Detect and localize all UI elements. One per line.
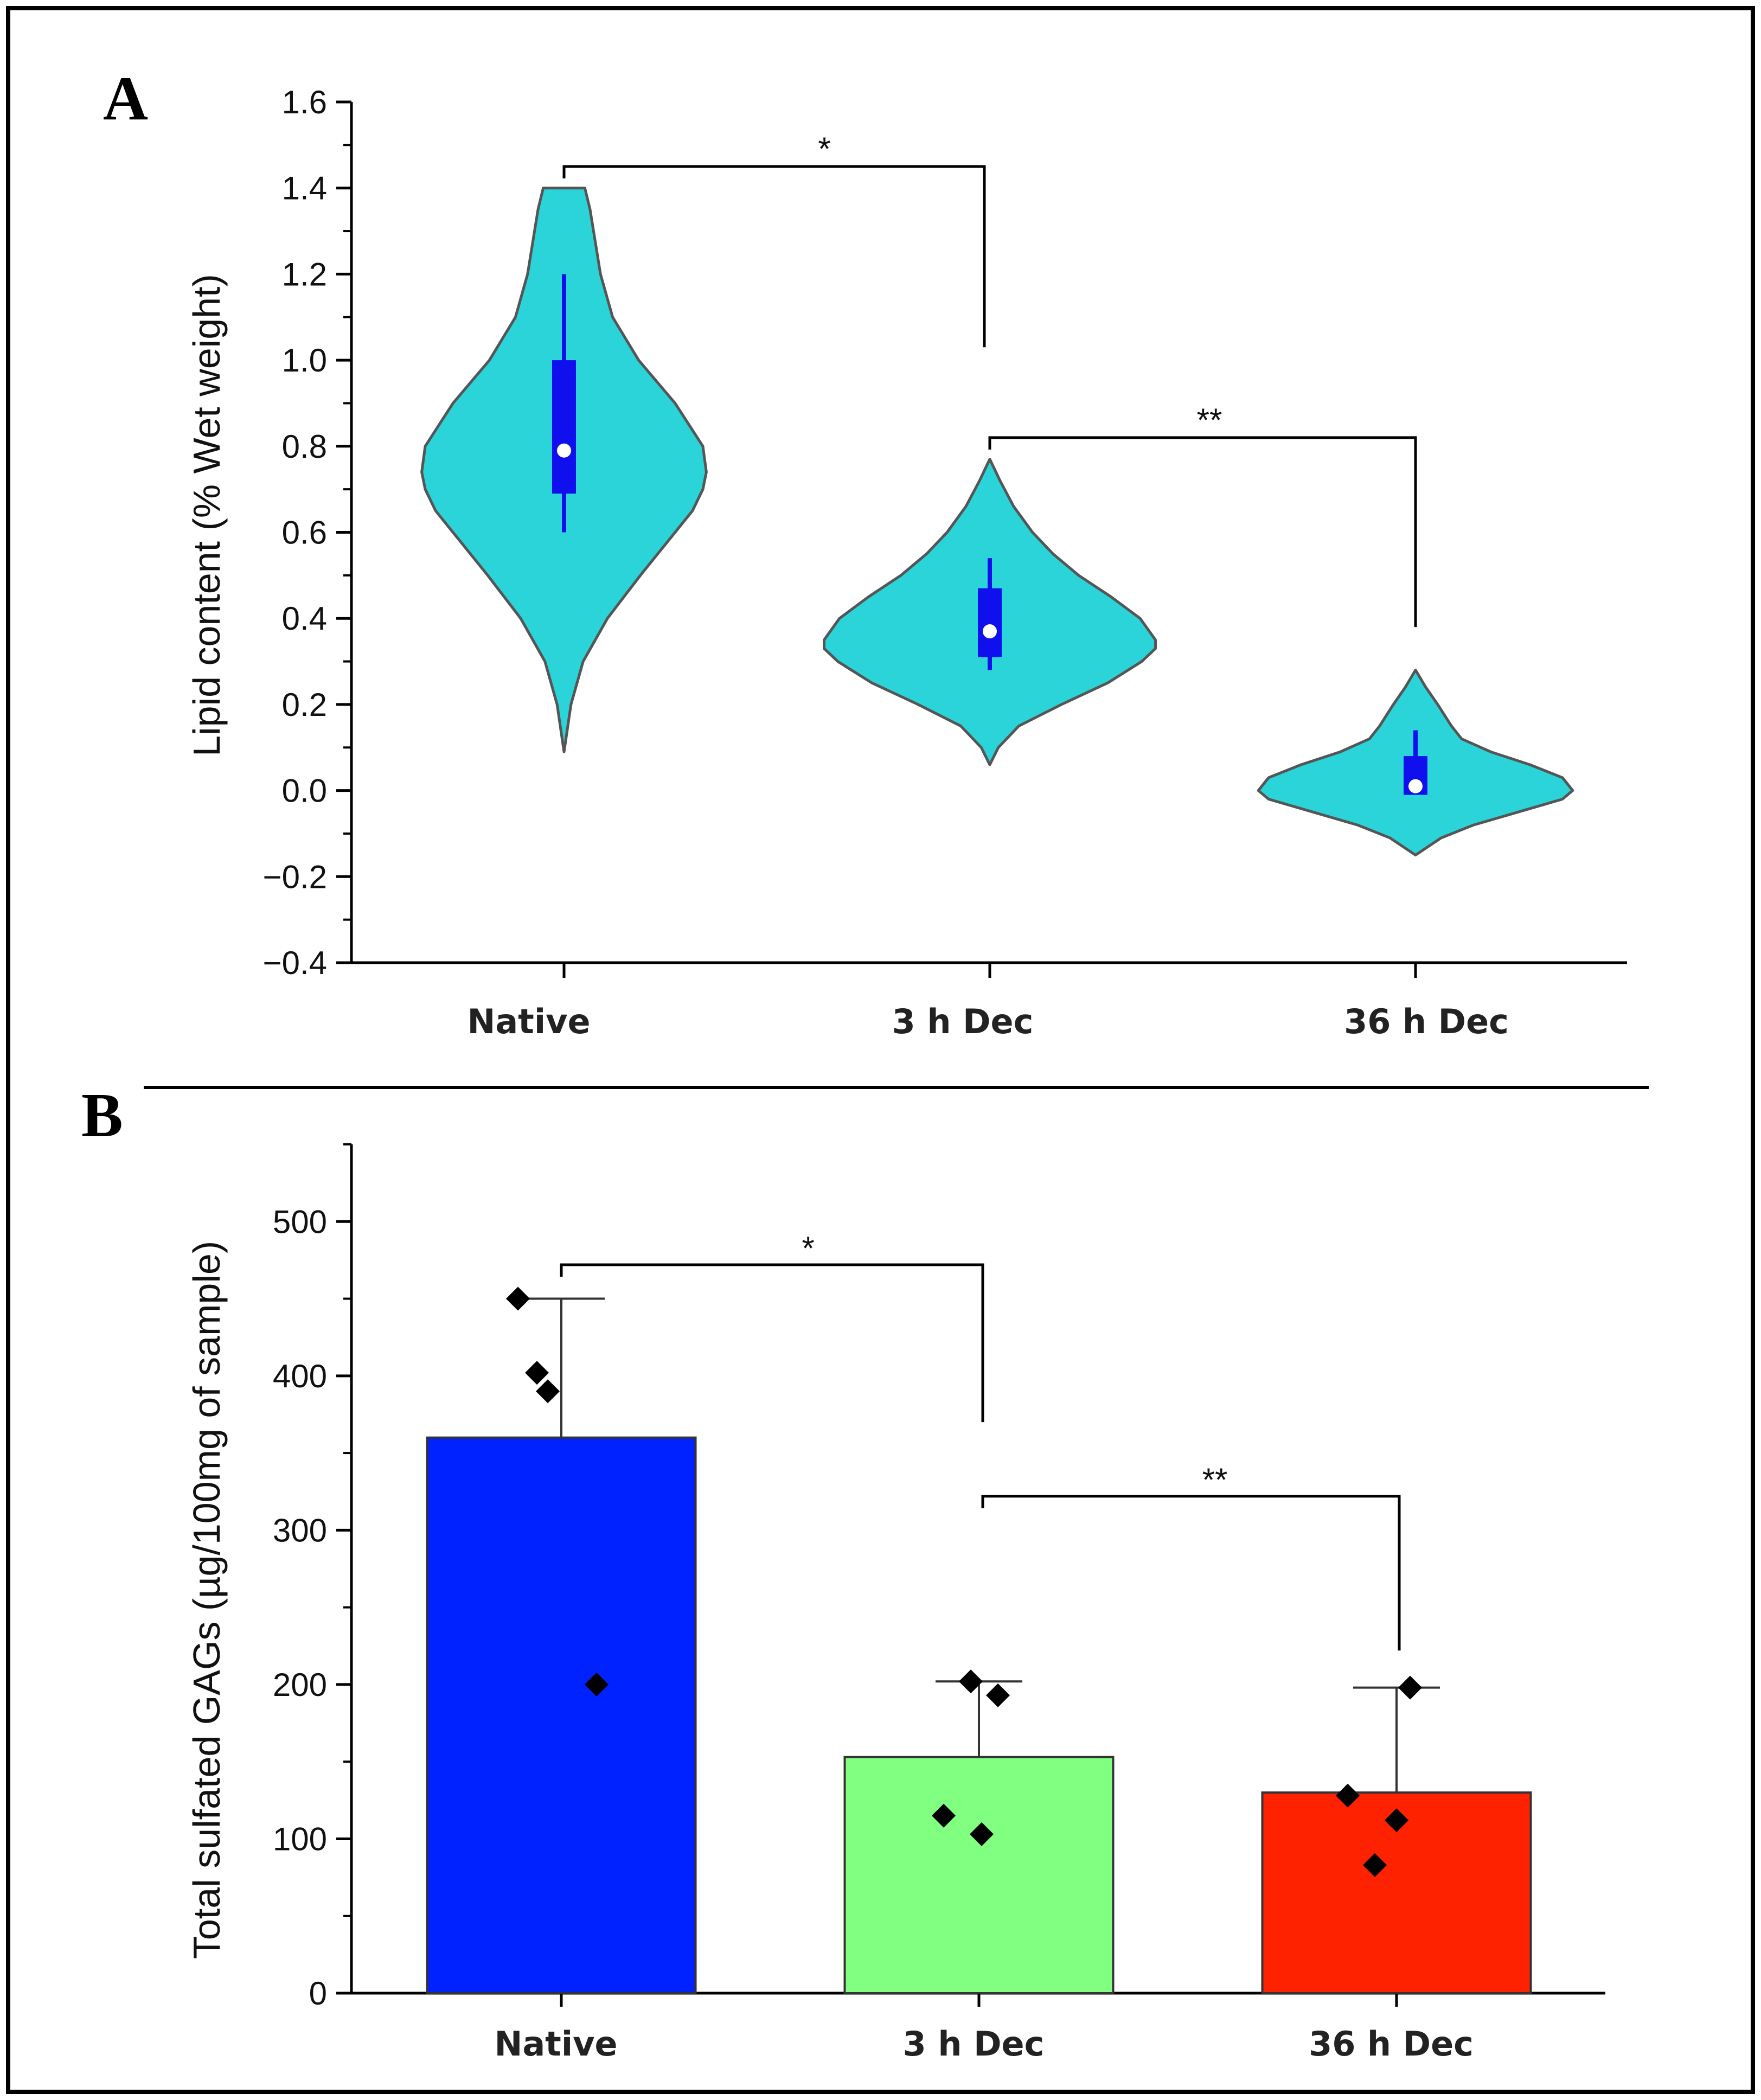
panel-a-y-tick-label: 1.4	[282, 170, 327, 207]
panel-a-category-label: 36 h Dec	[1344, 1002, 1509, 1041]
panel-b-significance: ***	[560, 1230, 1401, 1651]
panel-b-category-labels: Native 3 h Dec 36 h Dec	[494, 2024, 1473, 2064]
panel-b-y-tick-label: 400	[273, 1358, 327, 1394]
panel-b-significance-label: *	[802, 1230, 814, 1266]
panel-a-significance-bracket	[988, 436, 1417, 628]
data-point-0	[506, 1286, 530, 1311]
panel-a-y-axis-title: Lipid content (% Wet weight)	[185, 274, 228, 757]
violin-box-0	[552, 360, 576, 494]
panel-b-y-tick-label: 300	[273, 1512, 327, 1548]
panel-a-y-tick-label: 1.0	[282, 342, 327, 379]
panel-a-y-tick-label: −0.2	[263, 859, 327, 895]
data-point-1	[986, 1683, 1010, 1707]
panel-b-category-label: 3 h Dec	[903, 2024, 1045, 2064]
panel-b-category-label: Native	[494, 2024, 617, 2064]
panel-a-y-tick-label: 0.0	[282, 773, 327, 809]
panel-a-y-tick-label: 1.2	[282, 256, 327, 292]
bar-0	[426, 1436, 697, 1995]
data-point-1	[932, 1803, 956, 1828]
data-point-2	[1336, 1783, 1360, 1808]
data-point-1	[959, 1669, 983, 1694]
bar-1	[843, 1756, 1115, 1995]
panel-a-category-label: 3 h Dec	[892, 1002, 1034, 1041]
panel-a: A Lipid content (% Wet weight) −0.4 −0.2 0…	[103, 64, 1627, 1041]
data-point-2	[1385, 1808, 1408, 1833]
panel-a-y-tick-label: 0.6	[282, 515, 327, 551]
data-point-2	[1363, 1853, 1387, 1877]
panel-b-significance-bracket	[560, 1263, 984, 1423]
panel-b-y-tick-label: 0	[309, 1975, 327, 2012]
data-point-0	[525, 1361, 549, 1385]
panel-b: B Total sulfated GAGs (µg/100mg of sampl…	[81, 1081, 1605, 2064]
panel-a-category-label: Native	[467, 1002, 590, 1041]
data-point-0	[585, 1672, 609, 1696]
panel-a-y-tick-label: 0.4	[282, 600, 327, 637]
panel-a-significance-label: *	[818, 131, 830, 167]
panel-a-significance: ***	[562, 131, 1417, 628]
panel-b-y-axis-title: Total sulfated GAGs (µg/100mg of sample)	[185, 1241, 228, 1959]
data-point-2	[1398, 1675, 1422, 1700]
panel-b-y-tick-label: 200	[273, 1667, 327, 1703]
panel-a-category-labels: Native 3 h Dec 36 h Dec	[467, 1002, 1508, 1041]
panel-b-significance-bracket	[981, 1495, 1401, 1651]
panel-a-y-tick-label: 1.6	[282, 84, 327, 120]
panel-a-letter: A	[103, 64, 148, 133]
panel-b-bars	[426, 1286, 1532, 1995]
data-point-1	[970, 1822, 994, 1846]
panel-a-y-tick-label: −0.4	[263, 945, 327, 981]
violin-median-2	[1408, 779, 1423, 793]
panel-b-category-label: 36 h Dec	[1309, 2024, 1474, 2064]
violin-median-0	[557, 443, 571, 458]
panel-b-letter: B	[81, 1081, 123, 1150]
panel-b-y-tick-label: 500	[273, 1203, 327, 1240]
panel-a-y-tick-label: 0.2	[282, 687, 327, 723]
violin-box-1	[978, 588, 1002, 657]
panel-b-y-tick-label: 100	[273, 1821, 327, 1857]
violin-median-1	[983, 624, 997, 639]
figure-frame	[6, 6, 1755, 2094]
panel-a-significance-label: **	[1197, 402, 1222, 438]
panel-b-significance-label: **	[1202, 1462, 1228, 1498]
panel-a-significance-bracket	[562, 165, 986, 348]
panel-a-axes: −0.4 −0.2 0.0 0.2 0.4 0.6 0.8 1.0 1.2 1.4 1.6	[263, 84, 1627, 981]
panel-a-violins	[420, 187, 1574, 857]
panel-a-y-tick-label: 0.8	[282, 428, 327, 465]
data-point-0	[536, 1379, 560, 1404]
